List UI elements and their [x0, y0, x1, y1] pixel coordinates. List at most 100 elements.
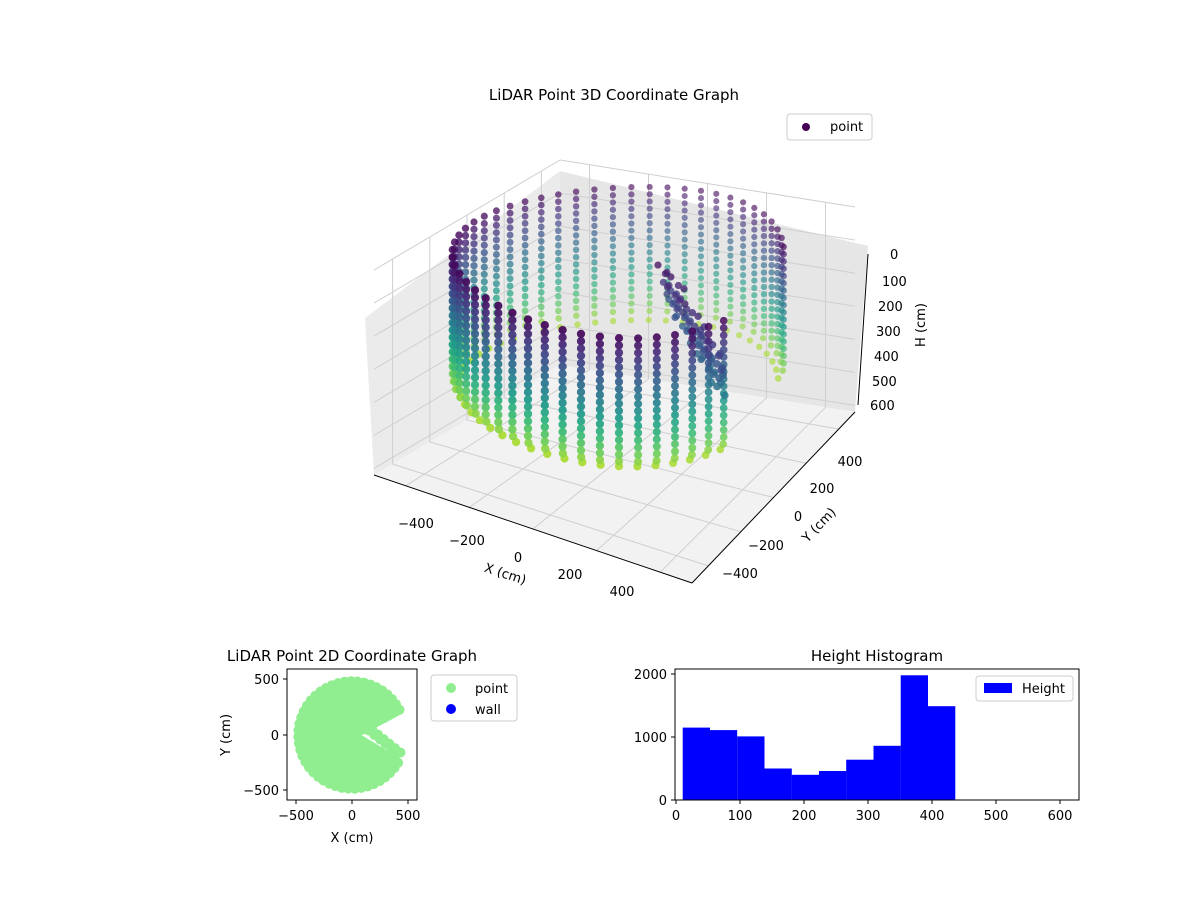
point-3d [576, 373, 586, 382]
point-3d [688, 356, 697, 365]
point-3d [780, 345, 787, 353]
point-3d [697, 296, 705, 303]
point-3d [462, 285, 471, 294]
point-3d [595, 448, 605, 458]
point-3d [780, 338, 787, 345]
point-3d [492, 265, 500, 273]
point-3d [595, 376, 605, 385]
point-3d [609, 192, 617, 199]
point-3d [470, 344, 480, 353]
point-3d [591, 215, 598, 222]
point-3d [470, 240, 478, 248]
point-3d [664, 220, 671, 227]
point-3d [768, 269, 775, 276]
point-3d [573, 312, 580, 319]
point-3d [508, 316, 517, 325]
point-3d [667, 273, 675, 281]
point-3d [704, 322, 713, 331]
point-3d [461, 268, 470, 276]
point-3d [760, 320, 768, 327]
y-tick-label: −400 [722, 567, 758, 582]
point-3d [779, 367, 787, 374]
point-3d [480, 270, 488, 278]
y-axis-label-3d: Y (cm) [799, 505, 840, 546]
legend-hist-box [975, 675, 1074, 702]
point-3d [572, 210, 580, 217]
point-3d [508, 345, 517, 354]
point-3d [634, 363, 643, 372]
legend-3d-label: point [830, 120, 863, 135]
point-3d [704, 337, 713, 346]
point-3d [492, 207, 500, 215]
point-3d [628, 300, 635, 307]
y-tick-label: 500 [254, 673, 279, 688]
point-3d [614, 435, 624, 445]
scatter2d-chart: LiDAR Point 2D Coordinate Graph −500 0 5… [219, 647, 518, 846]
x-tick-label: 500 [396, 809, 421, 824]
point-3d [704, 446, 713, 454]
point-3d [680, 285, 688, 293]
point-3d [558, 376, 567, 386]
point-3d [523, 380, 533, 390]
point-3d [481, 308, 490, 317]
y-ticks-2d [283, 678, 287, 791]
point-3d [558, 340, 567, 349]
point-3d [704, 439, 713, 447]
point-3d [461, 253, 470, 262]
x-tick-label: 0 [672, 809, 680, 824]
point-3d [508, 432, 518, 441]
point-3d [634, 348, 643, 357]
point-3d [450, 238, 459, 246]
point-3d [652, 456, 661, 465]
point-3d [462, 328, 471, 337]
point-3d [555, 315, 562, 322]
point-3d [664, 249, 671, 256]
point-3d [576, 409, 586, 419]
point-3d [462, 343, 471, 352]
point-3d [521, 278, 529, 285]
point-3d [688, 385, 697, 394]
point-3d [521, 263, 529, 271]
point-3d [537, 216, 545, 223]
point-3d [759, 335, 767, 342]
point-3d [614, 414, 624, 423]
point-3d [448, 253, 457, 262]
point-3d [671, 381, 679, 390]
point-3d [681, 251, 688, 258]
point-3d [646, 227, 653, 234]
point-3d [555, 213, 562, 220]
point-3d [470, 269, 478, 277]
point-3d [462, 394, 471, 403]
point-3d [455, 349, 464, 358]
point-3d [719, 418, 728, 427]
point-3d [634, 341, 643, 350]
point-3d [715, 374, 724, 383]
point-3d [756, 343, 763, 351]
point-3d [751, 313, 758, 321]
point-3d [780, 294, 787, 302]
point-3d [614, 443, 624, 452]
point-3d [634, 450, 643, 459]
x-tick-label: −500 [278, 809, 314, 824]
legend-2d-label-point: point [475, 682, 508, 697]
point-3d [576, 351, 586, 360]
point-3d [751, 255, 758, 262]
y-tick-labels-hist: 2000 1000 0 [634, 668, 667, 809]
point-3d [634, 385, 643, 394]
point-3d [462, 336, 471, 345]
point-3d [492, 294, 500, 302]
point-3d [671, 396, 679, 405]
point-3d [521, 227, 529, 235]
point-3d [704, 417, 713, 426]
point-3d [751, 248, 758, 255]
point-3d [627, 317, 635, 324]
point-3d [768, 254, 775, 262]
histogram-title: Height Histogram [811, 647, 943, 665]
point-3d [555, 234, 562, 242]
plot-frame-hist [674, 668, 1080, 801]
point-3d [652, 376, 661, 386]
point-3d [740, 235, 747, 242]
point-3d [688, 422, 697, 430]
point-3d [506, 282, 514, 290]
point-3d [688, 414, 697, 423]
